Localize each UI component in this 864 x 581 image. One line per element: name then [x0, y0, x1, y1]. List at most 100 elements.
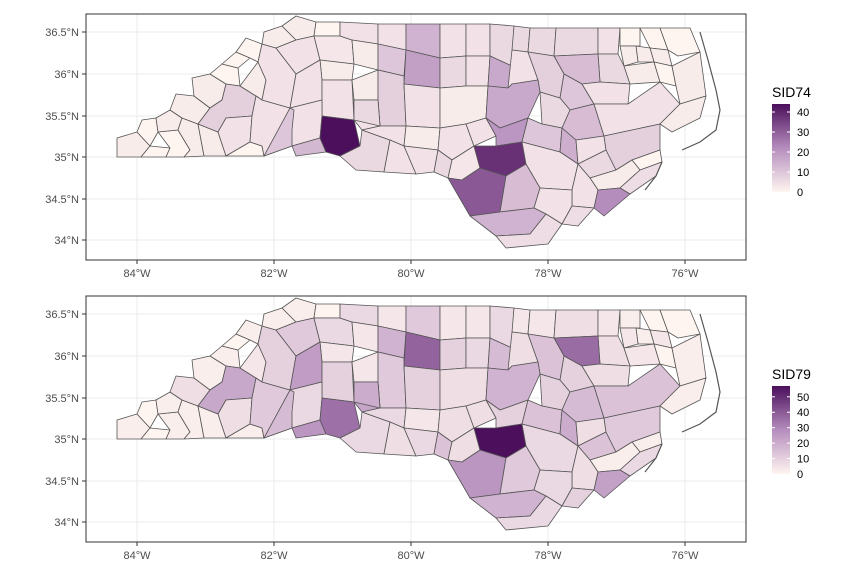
county-vance [511, 307, 531, 335]
county-currituck [659, 27, 701, 57]
legend-tick-label: 0 [797, 469, 803, 481]
county-new-hanover [561, 487, 595, 509]
county-alleghany [313, 303, 341, 319]
y-tick-label: 36°N [54, 69, 79, 81]
county-martin [581, 81, 631, 105]
axes: 84°W 82°W 80°W 78°W 76°W 36.5°N 36°N 35.… [45, 27, 699, 280]
county-alamance [439, 55, 467, 89]
y-tick-label: 36.5°N [45, 27, 79, 39]
county-gates [619, 27, 641, 47]
county-randolph [403, 83, 441, 129]
county-cleveland [263, 107, 295, 157]
county-layer [116, 297, 707, 531]
legend-title: SID74 [772, 84, 811, 100]
county-hyde [659, 95, 707, 133]
county-warren [527, 27, 557, 57]
y-tick-label: 34.5°N [45, 476, 79, 488]
x-tick-label: 84°W [123, 268, 151, 280]
county-alexander [319, 59, 355, 81]
county-person [465, 23, 491, 57]
legend-tick-label: 30 [797, 127, 809, 139]
county-brunswick [495, 213, 563, 249]
county-layer [116, 15, 707, 249]
county-onslow [593, 469, 631, 499]
legend-tick-label: 20 [797, 147, 809, 159]
county-hertford [597, 309, 621, 337]
panel-border [85, 295, 747, 543]
outer-banks-coastline [681, 31, 721, 151]
county-avery [235, 319, 263, 345]
county-yadkin [351, 39, 379, 71]
legend-tick-label: 30 [797, 423, 809, 435]
county-cleveland [263, 389, 295, 439]
x-tick-label: 76°W [671, 268, 699, 280]
axes: 84°W 82°W 80°W 78°W 76°W 36.5°N 36°N 35.… [45, 309, 699, 562]
legend-ticks: 0 10 20 30 40 50 [772, 392, 809, 481]
legend-title: SID79 [772, 366, 811, 382]
county-warren [527, 309, 557, 339]
legend-sid74: SID74 0 10 20 30 40 [772, 84, 811, 199]
y-tick-label: 35°N [54, 434, 79, 446]
legend-tick-label: 0 [797, 187, 803, 199]
county-dare [671, 51, 707, 105]
x-tick-label: 80°W [397, 268, 425, 280]
legend-tick-label: 10 [797, 454, 809, 466]
county-randolph [403, 365, 441, 411]
county-caswell [439, 23, 467, 59]
legend-ticks: 0 10 20 30 40 [772, 107, 809, 199]
panel-border [85, 13, 747, 261]
y-tick-label: 36.5°N [45, 309, 79, 321]
county-dare [671, 333, 707, 387]
county-iredell [321, 79, 355, 121]
y-tick-label: 35.5°N [45, 111, 79, 123]
cape-lookout-coastline [644, 443, 663, 473]
county-martin [581, 363, 631, 387]
county-yadkin [351, 321, 379, 353]
y-tick-label: 36°N [54, 351, 79, 363]
x-tick-label: 80°W [397, 550, 425, 562]
county-orange [465, 55, 491, 87]
county-chowan [619, 327, 639, 349]
county-brunswick [495, 495, 563, 531]
county-alamance [439, 337, 467, 371]
map-panel-sid79: 84°W 82°W 80°W 78°W 76°W 36.5°N 36°N 35.… [45, 295, 811, 562]
y-tick-label: 34°N [54, 517, 79, 529]
y-tick-label: 34.5°N [45, 194, 79, 206]
x-tick-label: 76°W [671, 550, 699, 562]
county-alleghany [313, 21, 341, 37]
legend-colorbar [772, 386, 790, 474]
county-orange [465, 337, 491, 369]
county-vance [511, 25, 531, 53]
legend-tick-label: 40 [797, 107, 809, 119]
county-caswell [439, 305, 467, 341]
county-hertford [597, 27, 621, 55]
x-tick-label: 78°W [534, 268, 562, 280]
y-tick-label: 34°N [54, 235, 79, 247]
x-tick-label: 82°W [260, 268, 288, 280]
county-avery [235, 37, 263, 63]
y-tick-label: 35.5°N [45, 393, 79, 405]
county-chowan [619, 45, 639, 67]
y-tick-label: 35°N [54, 152, 79, 164]
county-alexander [319, 341, 355, 363]
county-iredell [321, 361, 355, 403]
legend-sid79: SID79 0 10 20 30 40 50 [772, 366, 811, 481]
legend-colorbar [772, 104, 790, 192]
county-gates [619, 309, 641, 329]
x-tick-label: 84°W [123, 550, 151, 562]
county-davidson [377, 69, 407, 127]
county-northampton [553, 27, 599, 57]
county-hyde [659, 377, 707, 415]
legend-tick-label: 20 [797, 438, 809, 450]
legend-tick-label: 10 [797, 167, 809, 179]
legend-tick-label: 40 [797, 407, 809, 419]
legend-tick-label: 50 [797, 392, 809, 404]
county-currituck [659, 309, 701, 339]
county-northampton [553, 309, 599, 339]
county-new-hanover [561, 205, 595, 227]
county-person [465, 305, 491, 339]
map-panel-sid74: 84°W 82°W 80°W 78°W 76°W 36.5°N 36°N 35.… [45, 13, 811, 280]
county-davidson [377, 351, 407, 409]
